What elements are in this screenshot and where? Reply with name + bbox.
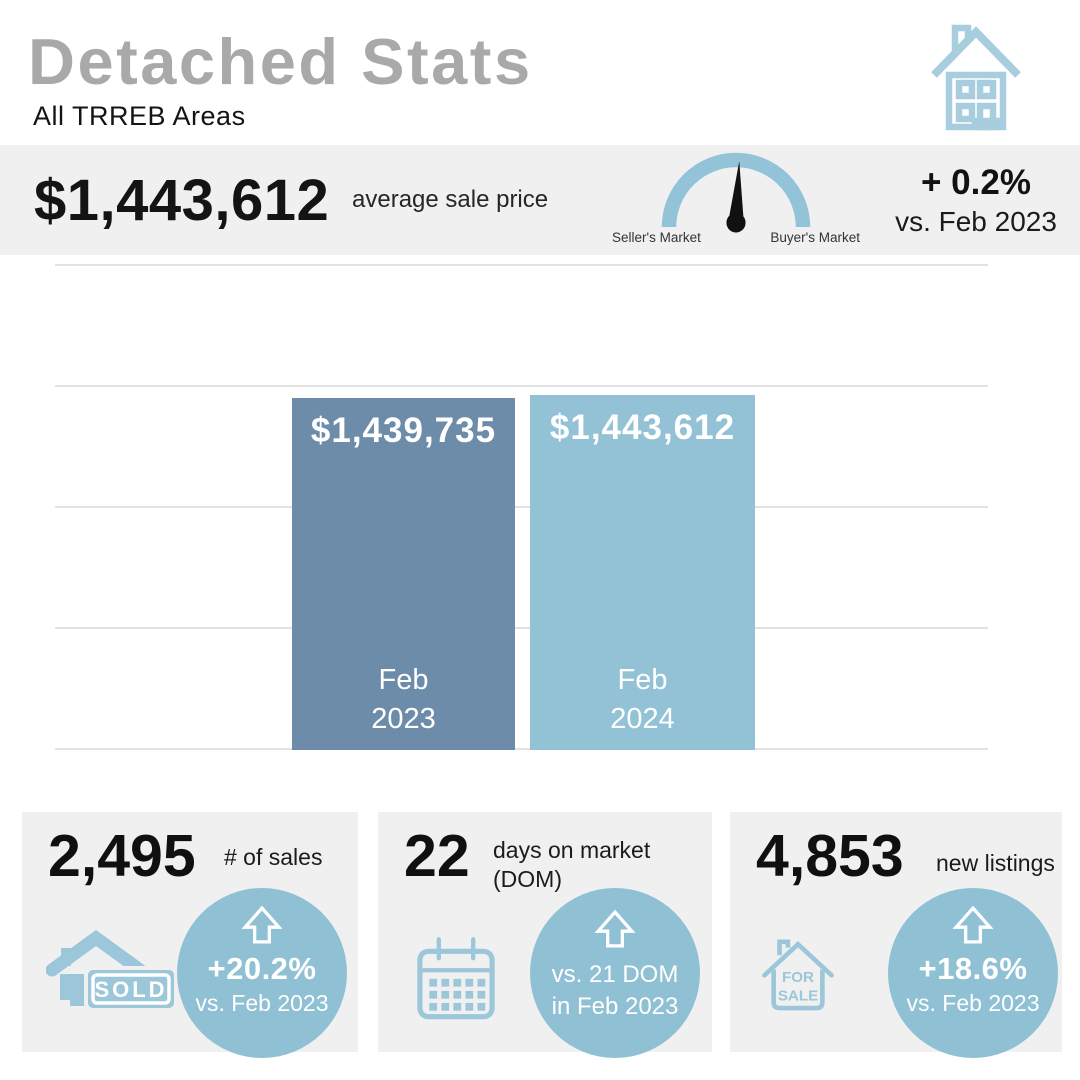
up-arrow-icon xyxy=(952,905,994,944)
new-listings-value: 4,853 xyxy=(756,823,904,889)
calendar-icon xyxy=(417,937,495,1020)
yoy-change-value: + 0.2% xyxy=(921,162,1031,202)
house-sold-icon: SOLD xyxy=(46,930,178,1010)
svg-text:SALE: SALE xyxy=(778,988,818,1005)
sales-count-value: 2,495 xyxy=(48,823,196,889)
up-arrow-icon xyxy=(594,909,636,948)
up-arrow-icon xyxy=(241,905,283,944)
average-price-label: average sale price xyxy=(352,186,549,213)
badge-change-value: +20.2% xyxy=(207,951,317,986)
average-price-value: $1,443,612 xyxy=(34,167,330,233)
chart-gridline xyxy=(55,627,988,629)
summary-banner: $1,443,612 average sale price Seller's M… xyxy=(0,145,1080,255)
svg-text:FOR: FOR xyxy=(782,969,814,986)
change-badge: vs. 21 DOM in Feb 2023 xyxy=(530,888,700,1058)
svg-text:SOLD: SOLD xyxy=(94,977,167,1002)
dom-label: days on market (DOM) xyxy=(493,837,651,892)
sales-count-label: # of sales xyxy=(224,844,323,870)
bar-category-label: Feb 2023 xyxy=(371,664,436,735)
badge-comparison-line2: in Feb 2023 xyxy=(551,993,679,1021)
chart-gridline xyxy=(55,264,988,266)
chart-gridline xyxy=(55,748,988,750)
chart-gridline xyxy=(55,506,988,508)
badge-period: vs. Feb 2023 xyxy=(906,990,1040,1016)
gauge-needle-icon xyxy=(726,161,746,233)
bar-value-label: $1,443,612 xyxy=(549,408,736,447)
yoy-change-period: vs. Feb 2023 xyxy=(895,205,1057,237)
market-gauge: Seller's Market Buyer's Market xyxy=(610,145,862,255)
bar-feb-2023: $1,439,735 Feb 2023 xyxy=(292,398,515,750)
bar-category-label: Feb 2024 xyxy=(610,664,675,735)
badge-period: vs. Feb 2023 xyxy=(195,990,329,1016)
gauge-label-sellers-market: Seller's Market xyxy=(612,230,701,245)
new-listings-label: new listings xyxy=(936,850,1055,876)
stat-card-new-listings: 4,853 new listings FOR SALE +18.6% vs. F… xyxy=(730,812,1062,1058)
bar-value-label: $1,439,735 xyxy=(310,411,497,450)
house-outline-icon xyxy=(931,24,1021,131)
change-badge: +18.6% vs. Feb 2023 xyxy=(888,888,1058,1058)
dom-value: 22 xyxy=(404,823,470,889)
chart-gridline xyxy=(55,385,988,387)
badge-comparison-line1: vs. 21 DOM xyxy=(551,961,679,988)
gauge-label-buyers-market: Buyer's Market xyxy=(770,230,860,245)
stat-card-sales: 2,495 # of sales SOLD +20.2% vs. Feb 202… xyxy=(22,812,358,1058)
page-subtitle: All TRREB Areas xyxy=(33,101,246,131)
gauge-arc xyxy=(661,152,811,233)
stat-card-dom: 22 days on market (DOM) vs. 21 DOM in Fe… xyxy=(378,812,712,1058)
change-badge: +20.2% vs. Feb 2023 xyxy=(177,888,347,1058)
bar-feb-2024: $1,443,612 Feb 2024 xyxy=(530,395,755,750)
badge-change-value: +18.6% xyxy=(918,951,1028,986)
house-for-sale-icon: FOR SALE xyxy=(762,939,834,1011)
yoy-change-block: + 0.2% vs. Feb 2023 xyxy=(886,145,1066,255)
page-title: Detached Stats xyxy=(28,25,533,98)
